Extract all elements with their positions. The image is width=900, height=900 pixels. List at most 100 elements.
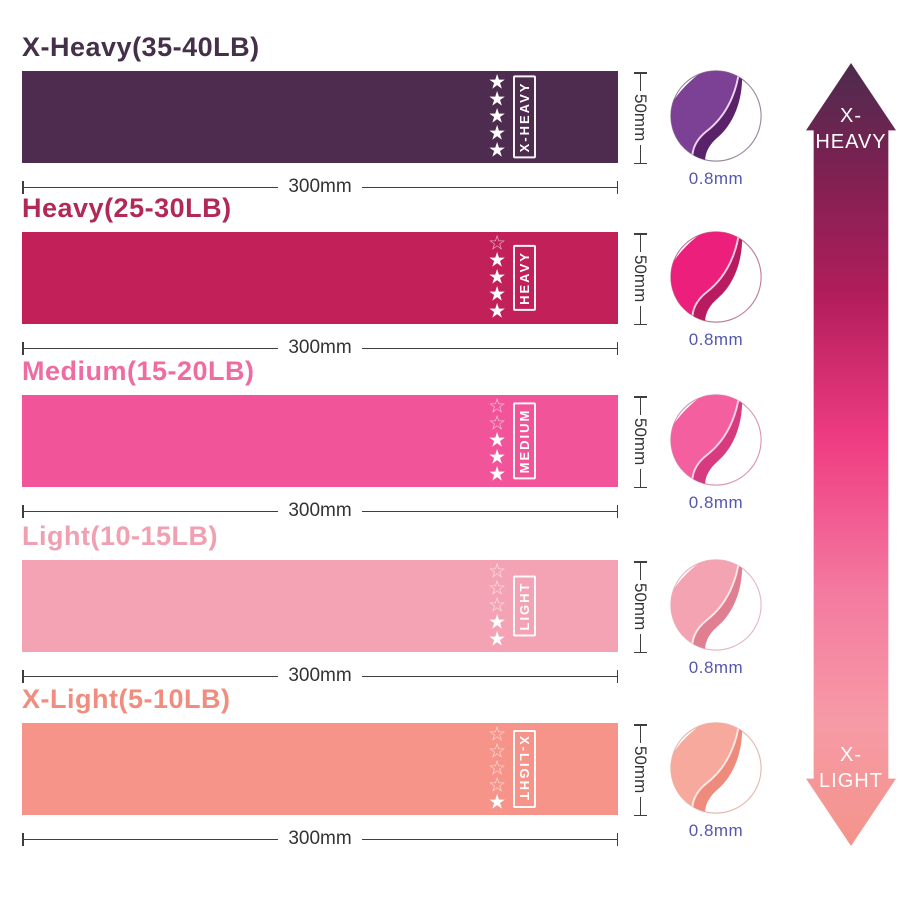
- width-dimension: 300mm: [22, 176, 619, 197]
- dimension-line: [639, 633, 641, 652]
- thickness-value: 0.8mm: [688, 821, 744, 840]
- dimension-tick: [22, 341, 24, 355]
- band-row: Heavy(25-30LB) ☆ ★ ★ ★ ★ HEAVY 300mm: [22, 193, 619, 358]
- dimension-tick: [22, 832, 24, 846]
- star-filled-icon: ★: [488, 611, 506, 634]
- band-strength-label: MEDIUM: [513, 402, 536, 480]
- band-swatch: ☆ ☆ ★ ★ ★ MEDIUM: [22, 395, 618, 487]
- star-filled-icon: ★: [488, 429, 506, 452]
- band-row: Medium(15-20LB) ☆ ☆ ★ ★ ★ MEDIUM 300mm: [22, 356, 619, 521]
- band-strength-label: X-HEAVY: [513, 75, 536, 159]
- strength-stars: ☆ ☆ ★ ★ ★: [488, 397, 506, 486]
- band-row: X-Light(5-10LB) ☆ ☆ ☆ ☆ ★ X-LIGHT 300mm: [22, 684, 619, 849]
- strength-stars: ☆ ☆ ☆ ☆ ★: [488, 723, 506, 813]
- folded-band-photo: [668, 557, 764, 653]
- arrow-bottom-label: X- LIGHT: [806, 742, 896, 794]
- band-title: Light(10-15LB): [22, 521, 218, 551]
- dimension-tick: [22, 669, 24, 683]
- folded-band-photo: [668, 720, 764, 816]
- dimension-line: [639, 397, 641, 416]
- band-title: Heavy(25-30LB): [22, 193, 232, 223]
- dimension-tick: [633, 814, 647, 817]
- width-dimension: 300mm: [22, 828, 619, 849]
- folded-band-icon: [670, 70, 762, 162]
- height-value: 50mm: [631, 583, 650, 631]
- star-filled-icon: ★: [488, 266, 506, 289]
- dimension-tick: [633, 72, 647, 74]
- dimension-tick: [633, 233, 647, 235]
- height-value: 50mm: [631, 94, 650, 142]
- height-dimension: 50mm: [627, 233, 653, 326]
- star-outline-icon: ☆: [488, 757, 506, 780]
- folded-band-icon: [670, 559, 762, 651]
- arrow-bottom-label-line1: X-: [840, 744, 862, 766]
- folded-band-icon: [670, 722, 762, 814]
- thickness-value: 0.8mm: [688, 330, 744, 349]
- strength-gradient-arrow: X- HEAVY X- LIGHT: [806, 63, 896, 846]
- dimension-line: [639, 562, 641, 581]
- band-title: X-Heavy(35-40LB): [22, 32, 260, 62]
- thickness-value: 0.8mm: [688, 493, 744, 512]
- dimension-tick: [633, 162, 647, 165]
- width-dimension: 300mm: [22, 665, 619, 686]
- star-filled-icon: ★: [488, 300, 506, 323]
- band-strength-label: HEAVY: [513, 245, 536, 311]
- dimension-line: [23, 510, 279, 512]
- band-closeup: 0.8mm: [668, 229, 764, 350]
- band-strength-label: LIGHT: [513, 575, 536, 637]
- dimension-tick: [616, 504, 619, 518]
- dimension-line: [361, 347, 617, 349]
- dimension-tick: [22, 504, 24, 518]
- height-dimension: 50mm: [627, 724, 653, 817]
- dimension-line: [361, 675, 617, 677]
- dimension-line: [361, 510, 617, 512]
- dimension-line: [639, 144, 641, 163]
- dimension-line: [639, 796, 641, 815]
- band-title: Medium(15-20LB): [22, 356, 255, 386]
- dimension-tick: [633, 561, 647, 563]
- star-filled-icon: ★: [488, 139, 506, 162]
- dimension-line: [23, 186, 279, 188]
- arrow-top-label: X- HEAVY: [806, 103, 896, 155]
- star-outline-icon: ☆: [488, 723, 506, 746]
- band-swatch: ☆ ☆ ☆ ☆ ★ X-LIGHT: [22, 723, 618, 815]
- dimension-line: [23, 347, 279, 349]
- dimension-tick: [616, 341, 619, 355]
- arrow-top-label-line2: HEAVY: [815, 131, 887, 153]
- height-value: 50mm: [631, 746, 650, 794]
- dimension-tick: [633, 323, 647, 326]
- band-closeup: 0.8mm: [668, 392, 764, 513]
- width-value: 300mm: [288, 500, 352, 521]
- dimension-tick: [616, 832, 619, 846]
- band-row: X-Heavy(35-40LB) ★ ★ ★ ★ ★ X-HEAVY 300mm: [22, 32, 619, 197]
- band-strength-label: X-LIGHT: [513, 730, 536, 808]
- star-filled-icon: ★: [488, 88, 506, 111]
- height-dimension: 50mm: [627, 561, 653, 654]
- strength-stars: ☆ ☆ ☆ ★ ★: [488, 560, 506, 651]
- width-value: 300mm: [288, 176, 352, 197]
- width-value: 300mm: [288, 828, 352, 849]
- dimension-line: [23, 838, 279, 840]
- star-filled-icon: ★: [488, 628, 506, 651]
- dimension-tick: [633, 724, 647, 726]
- strength-stars: ★ ★ ★ ★ ★: [488, 71, 506, 162]
- dimension-tick: [616, 669, 619, 683]
- star-filled-icon: ★: [488, 249, 506, 272]
- width-value: 300mm: [288, 337, 352, 358]
- arrow-top-label-line1: X-: [840, 105, 862, 127]
- dimension-tick: [633, 396, 647, 398]
- star-filled-icon: ★: [488, 71, 506, 94]
- folded-band-icon: [670, 394, 762, 486]
- star-outline-icon: ☆: [488, 560, 506, 583]
- dimension-tick: [616, 180, 619, 194]
- width-dimension: 300mm: [22, 500, 619, 521]
- dimension-line: [23, 675, 279, 677]
- star-outline-icon: ☆: [488, 232, 506, 255]
- arrow-bottom-label-line2: LIGHT: [819, 770, 883, 792]
- thickness-value: 0.8mm: [688, 169, 744, 188]
- band-swatch: ☆ ★ ★ ★ ★ HEAVY: [22, 232, 618, 324]
- width-dimension: 300mm: [22, 337, 619, 358]
- dimension-line: [639, 234, 641, 253]
- star-filled-icon: ★: [488, 463, 506, 486]
